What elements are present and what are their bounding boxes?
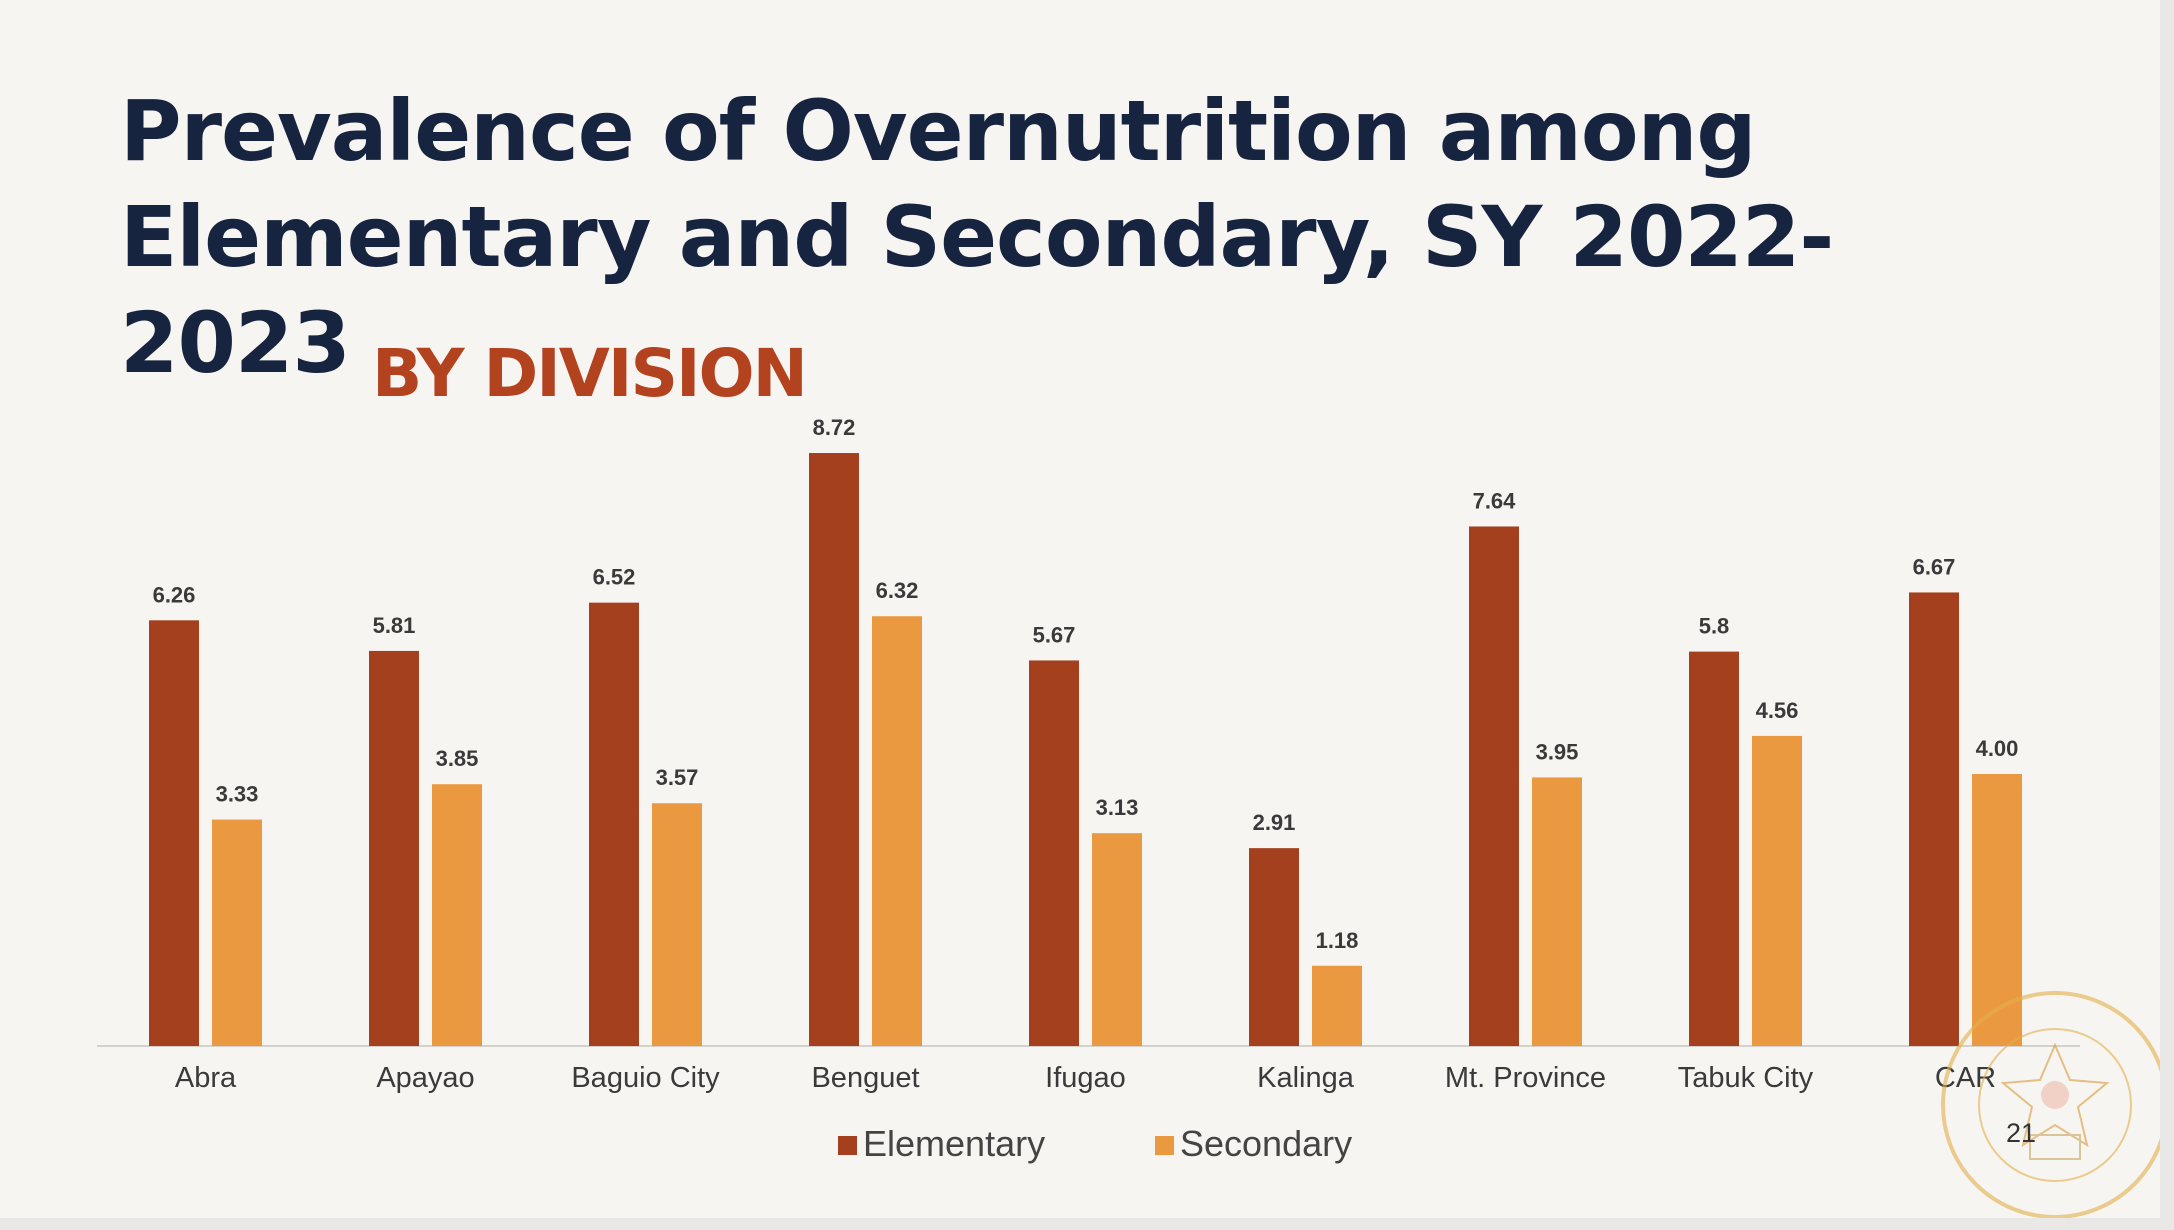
- bar-elementary: [1689, 651, 1739, 1046]
- data-label-elementary: 8.72: [813, 415, 856, 440]
- data-label-elementary: 7.64: [1473, 488, 1517, 513]
- bar-elementary: [369, 650, 419, 1046]
- bar-secondary: [1532, 777, 1582, 1046]
- x-tick-label: Tabuk City: [1678, 1062, 1814, 1094]
- bar-secondary: [432, 784, 482, 1046]
- x-tick-label: Mt. Province: [1445, 1062, 1606, 1094]
- bar-secondary: [872, 616, 922, 1046]
- data-label-secondary: 1.18: [1316, 928, 1359, 953]
- bar-secondary: [1312, 965, 1362, 1046]
- bar-elementary: [149, 620, 199, 1046]
- bar-secondary: [212, 819, 262, 1046]
- x-tick-label: Apayao: [376, 1062, 474, 1094]
- bar-secondary: [652, 803, 702, 1046]
- data-label-elementary: 6.26: [153, 582, 196, 607]
- bar-elementary: [1469, 526, 1519, 1046]
- bar-secondary: [1752, 735, 1802, 1046]
- data-label-secondary: 6.32: [876, 578, 919, 603]
- data-label-secondary: 3.33: [216, 782, 259, 807]
- legend-label-elementary: Elementary: [863, 1123, 1045, 1164]
- title-line-2: Elementary and Secondary, SY 2022-2023: [120, 188, 1834, 392]
- slide-title: Prevalence of Overnutrition among Elemen…: [120, 78, 2020, 396]
- legend-swatch-elementary: [838, 1136, 857, 1155]
- slide-number: 21: [2006, 1118, 2037, 1148]
- data-label-secondary: 3.13: [1096, 795, 1139, 820]
- data-label-elementary: 6.67: [1913, 554, 1956, 579]
- deped-seal-logo: [1941, 991, 2160, 1218]
- legend-label-secondary: Secondary: [1180, 1123, 1352, 1164]
- data-label-secondary: 4.56: [1756, 698, 1799, 723]
- title-line-1: Prevalence of Overnutrition among: [120, 82, 1757, 180]
- data-label-elementary: 5.67: [1033, 622, 1076, 647]
- bar-elementary: [1249, 848, 1299, 1046]
- bar-elementary: [809, 453, 859, 1046]
- x-tick-label: Abra: [175, 1062, 237, 1094]
- bar-elementary: [589, 602, 639, 1046]
- legend-swatch-secondary: [1155, 1136, 1174, 1155]
- data-label-secondary: 3.95: [1536, 739, 1579, 764]
- data-label-elementary: 5.8: [1699, 614, 1730, 639]
- bar-secondary: [1092, 833, 1142, 1046]
- x-tick-label: Kalinga: [1257, 1062, 1355, 1094]
- data-label-elementary: 5.81: [373, 613, 416, 638]
- x-tick-label: Ifugao: [1045, 1062, 1126, 1094]
- data-label-secondary: 3.57: [656, 765, 699, 790]
- bar-elementary: [1909, 592, 1959, 1046]
- data-label-secondary: 4.00: [1976, 736, 2019, 761]
- x-tick-label: Baguio City: [571, 1062, 720, 1094]
- bar-elementary: [1029, 660, 1079, 1046]
- data-label-elementary: 6.52: [593, 565, 636, 590]
- data-label-elementary: 2.91: [1253, 810, 1296, 835]
- x-tick-label: Benguet: [811, 1062, 919, 1094]
- data-label-secondary: 3.85: [436, 746, 479, 771]
- slide-subtitle: BY DIVISION: [372, 335, 808, 412]
